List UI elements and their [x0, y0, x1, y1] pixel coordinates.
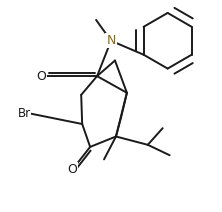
Text: Br: Br — [17, 107, 30, 120]
Text: O: O — [67, 163, 77, 176]
Text: O: O — [37, 70, 46, 83]
Text: N: N — [106, 34, 116, 47]
